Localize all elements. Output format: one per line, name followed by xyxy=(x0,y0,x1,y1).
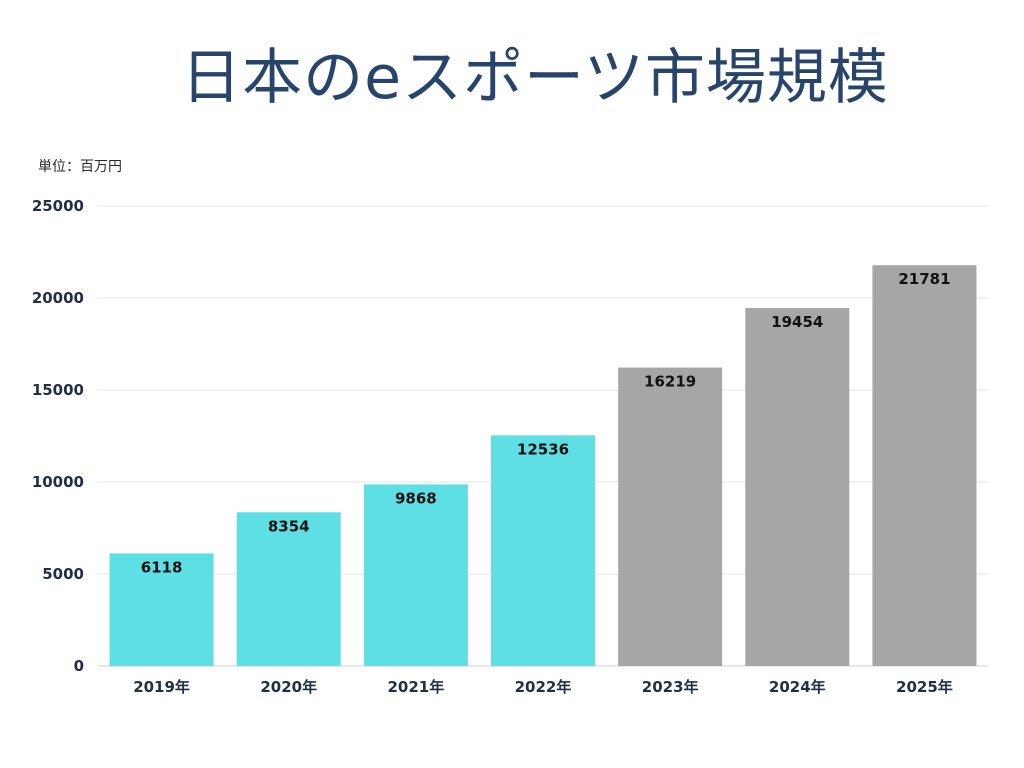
x-tick-label: 2019年 xyxy=(133,678,190,696)
data-label: 6118 xyxy=(141,558,183,576)
chart-title: 日本のeスポーツ市場規模 xyxy=(181,43,889,113)
bar-2022年 xyxy=(491,435,595,666)
bars xyxy=(109,265,977,666)
bar-2021年 xyxy=(363,484,468,666)
data-label: 8354 xyxy=(268,517,310,535)
y-tick-label: 10000 xyxy=(32,473,84,491)
data-label: 9868 xyxy=(395,489,437,507)
y-tick-label: 25000 xyxy=(32,197,84,215)
x-axis: 2019年 2020年 2021年 2022年 2023年 2024年 2025年 xyxy=(133,678,953,696)
bar-2025年 xyxy=(872,265,977,666)
bar-2019年 xyxy=(109,553,214,666)
y-tick-label: 0 xyxy=(74,657,84,675)
x-tick-label: 2022年 xyxy=(515,678,572,696)
x-tick-label: 2021年 xyxy=(387,678,444,696)
x-tick-label: 2023年 xyxy=(642,678,699,696)
x-tick-label: 2024年 xyxy=(769,678,826,696)
data-label: 16219 xyxy=(644,373,696,391)
bar-2023年 xyxy=(618,367,723,666)
bar-2020年 xyxy=(236,512,341,666)
unit-label: 単位：百万円 xyxy=(38,159,122,175)
data-label: 21781 xyxy=(898,270,950,288)
data-labels: 6118 8354 9868 12536 16219 19454 21781 xyxy=(141,270,951,576)
y-axis: 0 5000 10000 15000 20000 25000 xyxy=(32,197,84,675)
x-tick-label: 2025年 xyxy=(896,678,953,696)
data-label: 19454 xyxy=(771,313,823,331)
bar-2024年 xyxy=(745,308,850,666)
y-tick-label: 15000 xyxy=(32,381,84,399)
data-label: 12536 xyxy=(517,440,569,458)
y-tick-label: 5000 xyxy=(42,565,84,583)
y-tick-label: 20000 xyxy=(32,289,84,307)
x-tick-label: 2020年 xyxy=(260,678,317,696)
